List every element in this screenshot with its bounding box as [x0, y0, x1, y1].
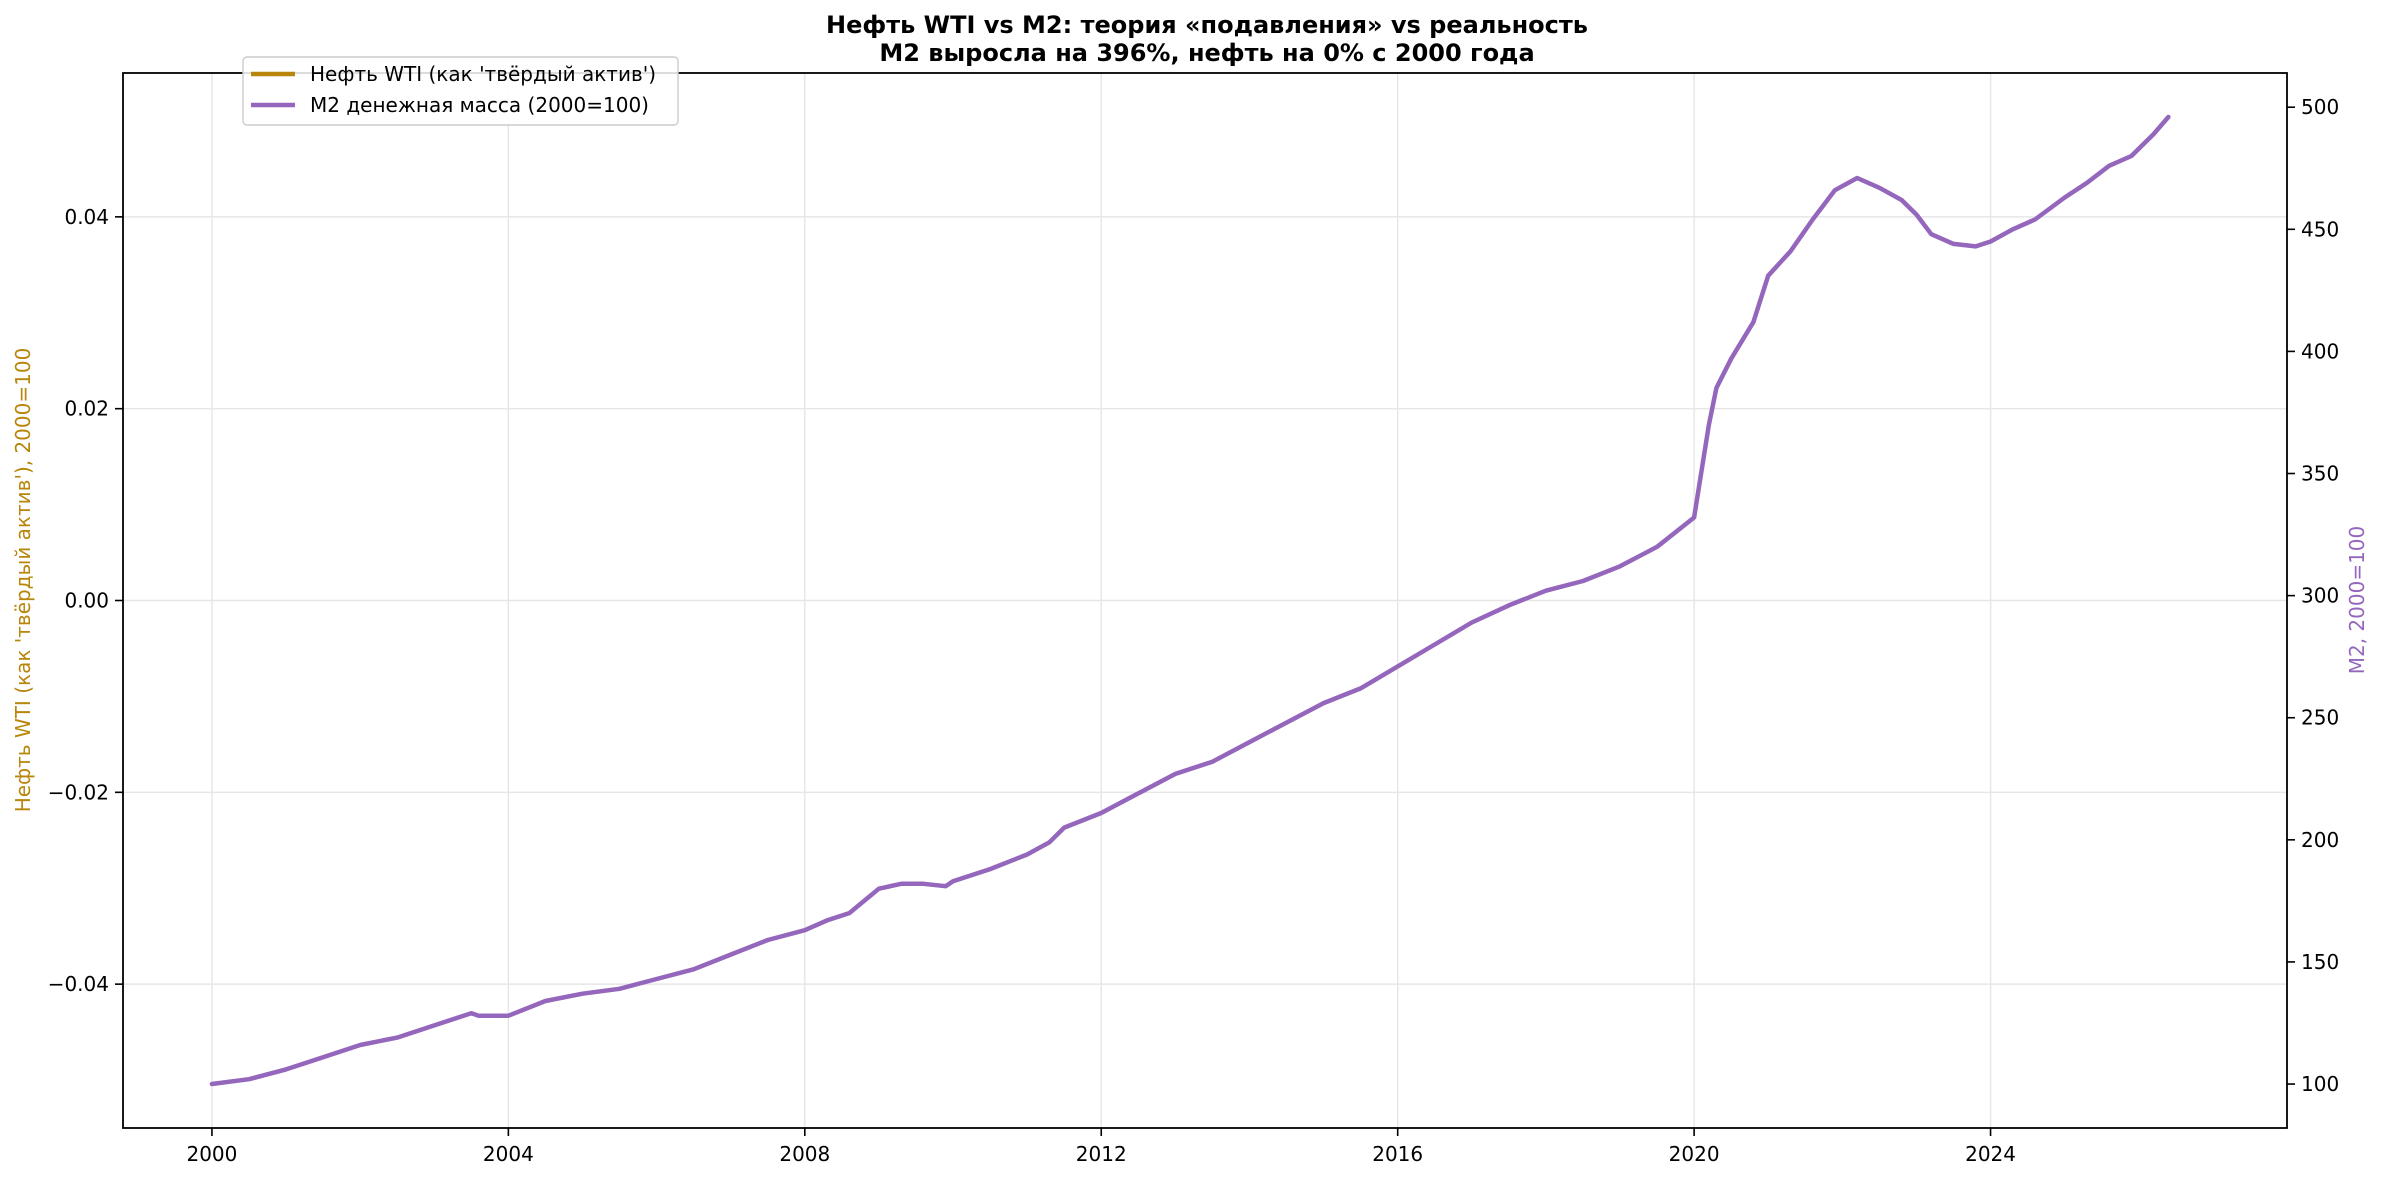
y-left-tick-label: 0.04	[64, 205, 109, 229]
left-y-axis: −0.04 −0.02 0.00 0.02 0.04	[48, 205, 123, 996]
y-right-tick: 300	[2287, 584, 2339, 608]
legend-box	[242, 56, 679, 126]
y-right-tick-label: 300	[2301, 584, 2339, 608]
y-right-tick: 150	[2287, 950, 2339, 974]
legend-label-m2: M2 денежная масса (2000=100)	[310, 93, 649, 117]
y-right-tick-label: 500	[2301, 95, 2339, 119]
y-right-tick: 350	[2287, 462, 2339, 486]
right-y-axis: 100 150 200 250 300 350 400 450 500	[2287, 95, 2339, 1096]
x-tick-label: 2016	[1372, 1142, 1423, 1166]
y-left-tick: −0.04	[48, 972, 123, 996]
legend: Нефть WTI (как 'твёрдый актив') M2 денеж…	[242, 56, 679, 126]
x-tick: 2012	[1076, 1128, 1127, 1166]
y-right-tick: 200	[2287, 828, 2339, 852]
y-left-tick: −0.02	[48, 780, 123, 804]
y-right-tick-label: 250	[2301, 706, 2339, 730]
x-tick-label: 2012	[1076, 1142, 1127, 1166]
x-tick-label: 2008	[779, 1142, 830, 1166]
x-tick: 2000	[186, 1128, 237, 1166]
x-tick-label: 2000	[186, 1142, 237, 1166]
y-right-tick: 100	[2287, 1072, 2339, 1096]
x-tick: 2008	[779, 1128, 830, 1166]
y-left-tick-label: 0.00	[64, 589, 109, 613]
m2-series-line	[209, 114, 2171, 1087]
y-right-tick-label: 150	[2301, 950, 2339, 974]
x-tick: 2024	[1965, 1128, 2016, 1166]
y-right-tick-label: 450	[2301, 217, 2339, 241]
x-tick-label: 2024	[1965, 1142, 2016, 1166]
y-right-tick: 450	[2287, 217, 2339, 241]
x-tick: 2020	[1669, 1128, 1720, 1166]
y-left-tick: 0.02	[64, 397, 123, 421]
grid	[123, 73, 2287, 1128]
x-tick: 2004	[483, 1128, 534, 1166]
left-axis-label: Нефть WTI (как 'твёрдый актив'), 2000=10…	[11, 348, 35, 813]
y-right-tick-label: 200	[2301, 828, 2339, 852]
y-left-tick: 0.04	[64, 205, 123, 229]
y-right-tick-label: 400	[2301, 339, 2339, 363]
x-tick-label: 2020	[1669, 1142, 1720, 1166]
chart-title: Нефть WTI vs M2: теория «подавления» vs …	[826, 11, 1588, 39]
x-tick: 2016	[1372, 1128, 1423, 1166]
series-layer	[209, 114, 2171, 1087]
y-left-tick: 0.00	[64, 589, 123, 613]
y-right-tick: 400	[2287, 339, 2339, 363]
x-tick-label: 2004	[483, 1142, 534, 1166]
y-right-tick: 250	[2287, 706, 2339, 730]
x-axis: 2000 2004 2008 2012 2016 2020 2024	[186, 1128, 2016, 1166]
y-left-tick-label: 0.02	[64, 397, 109, 421]
chart-subtitle: M2 выросла на 396%, нефть на 0% с 2000 г…	[879, 39, 1534, 67]
y-right-tick-label: 100	[2301, 1072, 2339, 1096]
y-right-tick-label: 350	[2301, 462, 2339, 486]
y-left-tick-label: −0.02	[48, 780, 109, 804]
y-left-tick-label: −0.04	[48, 972, 109, 996]
right-axis-label: M2, 2000=100	[2345, 526, 2369, 675]
y-right-tick: 500	[2287, 95, 2339, 119]
legend-label-oil: Нефть WTI (как 'твёрдый актив')	[310, 62, 656, 86]
